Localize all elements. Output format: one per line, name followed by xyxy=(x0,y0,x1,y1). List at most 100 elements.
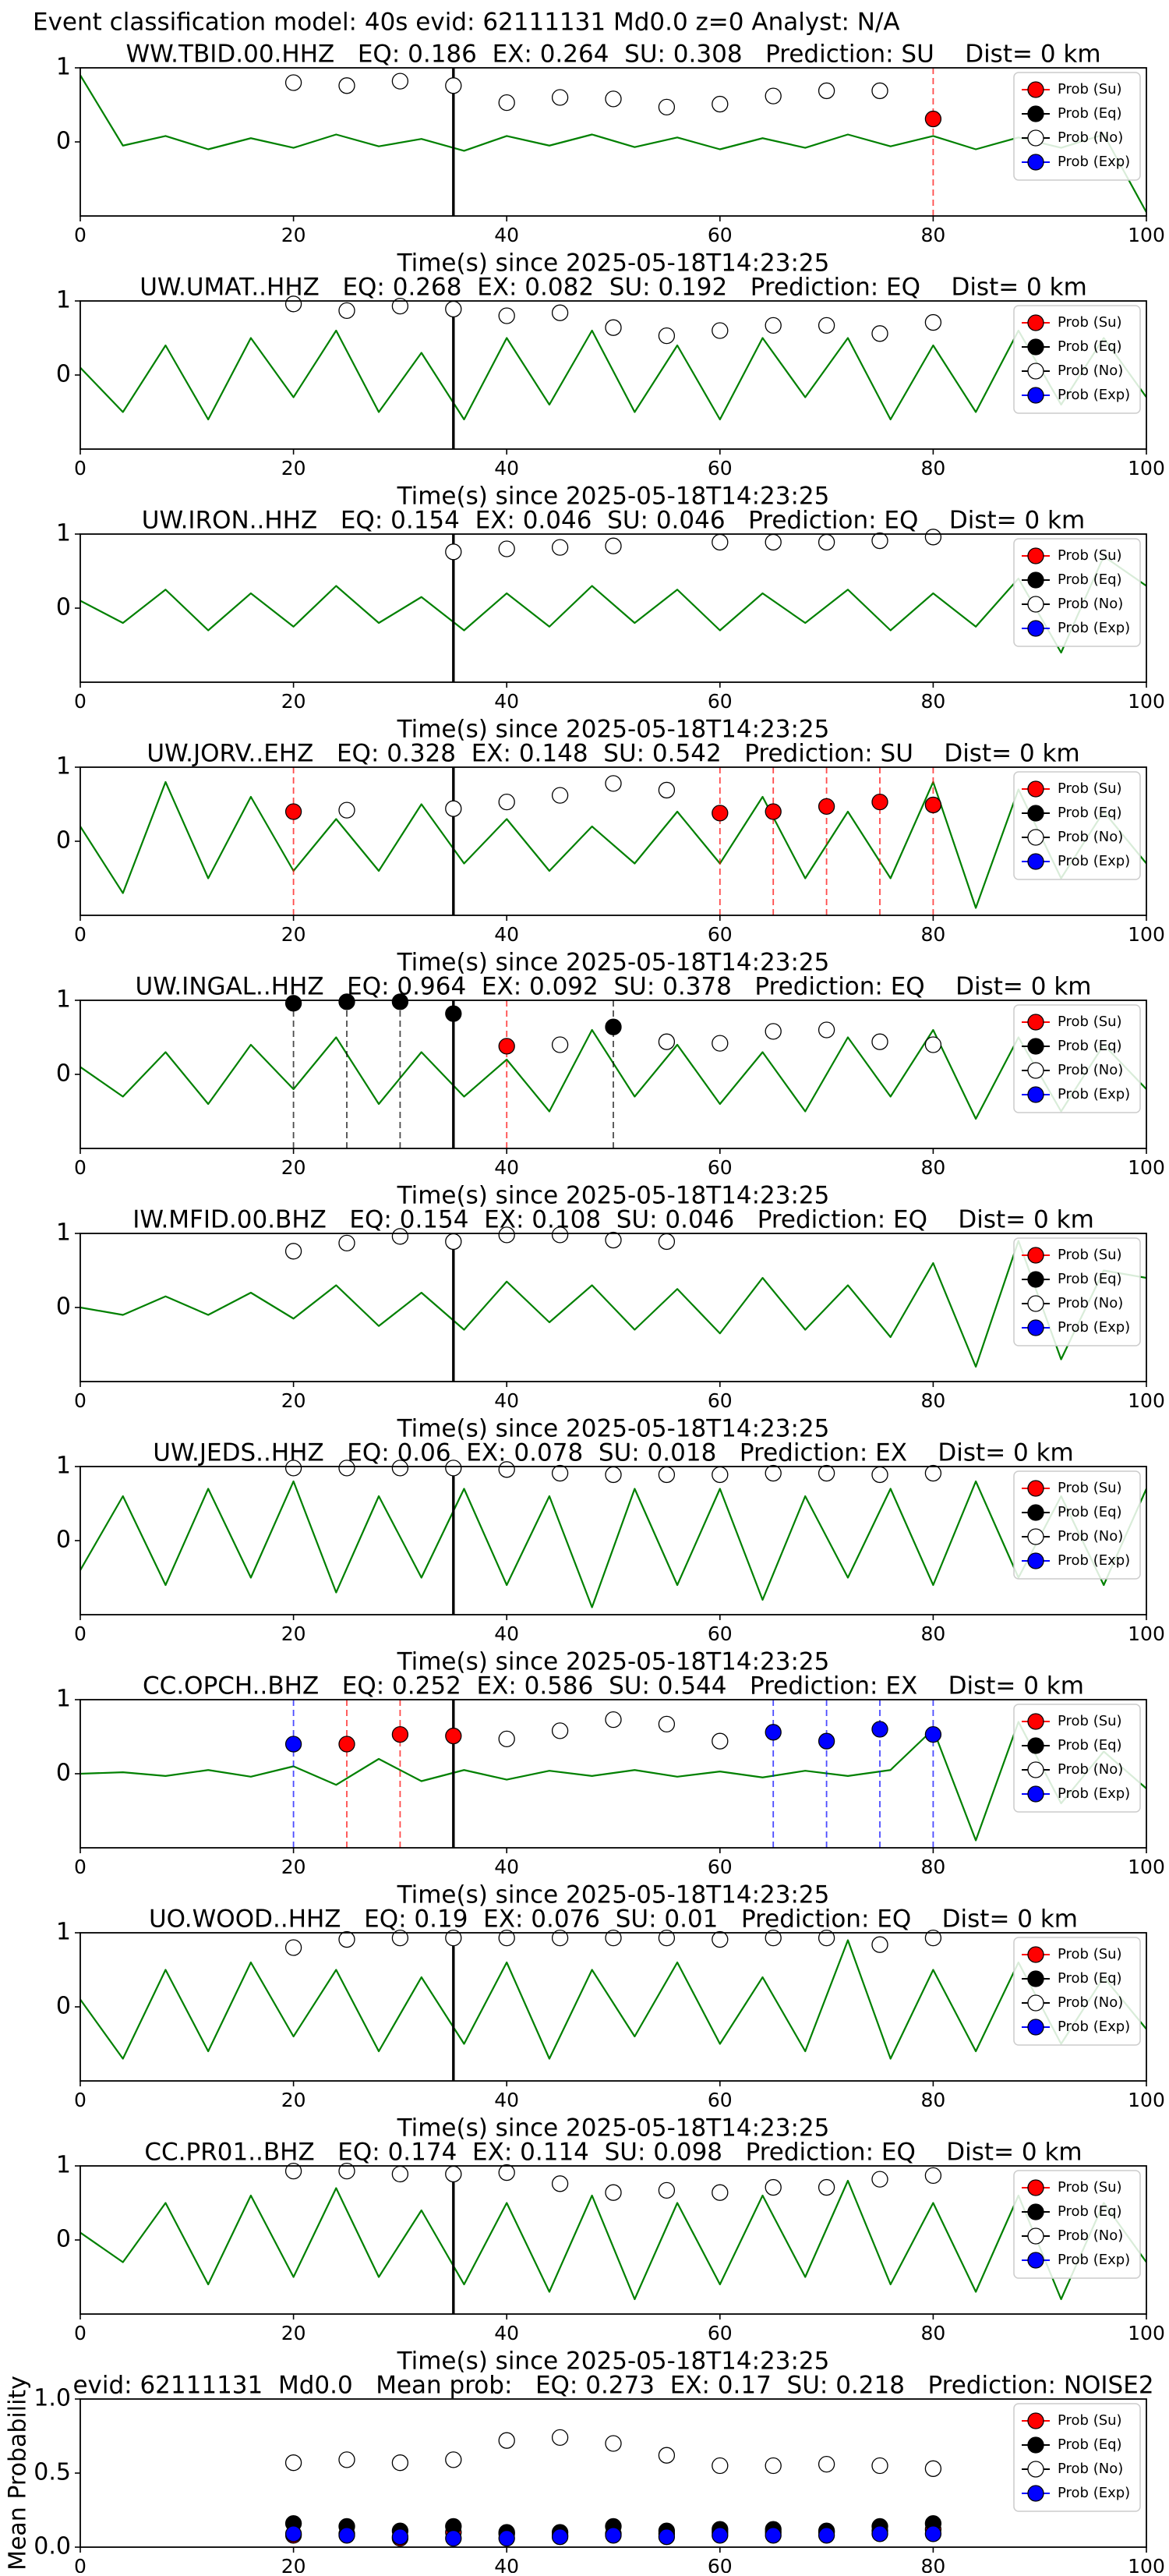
legend-box xyxy=(1013,305,1141,414)
x-tick-label: 0 xyxy=(74,1156,87,1179)
legend-box xyxy=(1013,771,1141,880)
prob-marker xyxy=(712,1466,729,1484)
prob-marker xyxy=(391,2165,409,2183)
x-axis-label: Time(s) since 2025-05-18T14:23:25 xyxy=(397,2114,830,2143)
waveform xyxy=(80,329,1146,421)
prob-marker xyxy=(765,317,782,334)
legend-label: Prob (Su) xyxy=(1058,314,1122,331)
prob-marker xyxy=(445,800,462,817)
prob-marker xyxy=(391,993,409,1010)
panel: IW.MFID.00.BHZ EQ: 0.154 EX: 0.108 SU: 0… xyxy=(56,1206,1165,1443)
panel-title: WW.TBID.00.HHZ EQ: 0.186 EX: 0.264 SU: 0… xyxy=(125,41,1100,69)
prob-marker xyxy=(871,1033,888,1050)
prob-marker xyxy=(605,1711,622,1729)
axes-frame xyxy=(79,533,1147,683)
prob-marker xyxy=(551,2429,569,2447)
legend-label: Prob (Eq) xyxy=(1058,338,1122,355)
legend-label: Prob (No) xyxy=(1058,2461,1123,2477)
legend-marker xyxy=(1027,1480,1044,1497)
legend-marker xyxy=(1027,805,1044,822)
legend-marker xyxy=(1027,105,1044,122)
x-tick-label: 40 xyxy=(494,923,519,946)
prob-marker xyxy=(498,1929,515,1947)
prob-marker xyxy=(498,2164,515,2181)
legend-marker xyxy=(1027,1761,1044,1778)
panel-title: UW.IRON..HHZ EQ: 0.154 EX: 0.046 SU: 0.0… xyxy=(142,507,1085,535)
prob-marker xyxy=(712,2184,729,2201)
panel: UW.UMAT..HHZ EQ: 0.268 EX: 0.082 SU: 0.1… xyxy=(56,274,1165,511)
prob-marker xyxy=(338,1736,355,1753)
legend-marker xyxy=(1027,1086,1044,1103)
legend-label: Prob (Su) xyxy=(1058,1946,1122,1962)
x-tick-label: 40 xyxy=(494,1622,519,1645)
prob-marker xyxy=(924,2525,942,2542)
prob-marker xyxy=(605,1231,622,1249)
waveform xyxy=(80,2179,1146,2301)
x-tick-label: 40 xyxy=(494,2089,519,2111)
prob-marker xyxy=(551,1722,569,1739)
prob-marker xyxy=(924,313,942,331)
legend-label: Prob (Exp) xyxy=(1058,154,1130,170)
panel-title: CC.PR01..BHZ EQ: 0.174 EX: 0.114 SU: 0.0… xyxy=(144,2139,1082,2167)
y-tick-label: 1 xyxy=(56,753,71,780)
prob-marker xyxy=(712,322,729,339)
legend-marker xyxy=(1027,1062,1044,1079)
y-tick-label: 0.0 xyxy=(34,2533,71,2560)
prob-marker xyxy=(765,87,782,104)
legend-marker xyxy=(1027,129,1044,147)
prob-marker xyxy=(498,1730,515,1748)
x-tick-label: 60 xyxy=(708,2089,733,2111)
prob-marker xyxy=(445,1727,462,1745)
prob-marker xyxy=(818,1464,835,1482)
x-tick-label: 60 xyxy=(708,2322,733,2344)
legend-marker xyxy=(1027,2461,1044,2478)
legend-box xyxy=(1013,1704,1141,1813)
y-tick-label: 0 xyxy=(56,361,71,388)
legend-label: Prob (Exp) xyxy=(1058,1086,1130,1102)
y-tick-label: 1 xyxy=(56,1919,71,1946)
prob-marker xyxy=(658,1466,676,1484)
prob-marker xyxy=(284,1243,302,1260)
legend-label: Prob (Eq) xyxy=(1058,571,1122,588)
prob-marker xyxy=(658,98,676,116)
x-tick-label: 60 xyxy=(708,224,733,246)
x-axis-label: Time(s) since 2025-05-18T14:23:25 xyxy=(397,1415,830,1443)
x-tick-label: 40 xyxy=(494,1856,519,1878)
panel-title: UW.UMAT..HHZ EQ: 0.268 EX: 0.082 SU: 0.1… xyxy=(140,274,1087,302)
legend-box xyxy=(1013,1937,1141,2046)
x-tick-label: 20 xyxy=(281,1156,306,1179)
legend-marker xyxy=(1027,1295,1044,1312)
x-tick-label: 80 xyxy=(920,690,945,713)
prob-marker xyxy=(765,1023,782,1040)
legend-marker xyxy=(1027,829,1044,846)
panel: UW.JEDS..HHZ EQ: 0.06 EX: 0.078 SU: 0.01… xyxy=(56,1439,1165,1676)
prob-marker xyxy=(551,787,569,804)
y-tick-label: 1 xyxy=(56,986,71,1014)
legend-marker xyxy=(1027,2179,1044,2196)
y-tick-label: 1 xyxy=(56,1686,71,1713)
plot-area xyxy=(80,1233,1146,1382)
prob-marker xyxy=(712,2527,729,2544)
prob-marker xyxy=(924,796,942,814)
prob-marker xyxy=(818,798,835,815)
y-tick-label: 0 xyxy=(56,2226,71,2253)
legend-label: Prob (Eq) xyxy=(1058,1737,1122,1753)
legend-label: Prob (Su) xyxy=(1058,1014,1122,1030)
axes-frame xyxy=(79,1932,1147,2082)
prob-marker xyxy=(498,307,515,324)
x-tick-label: 40 xyxy=(494,1389,519,1412)
y-tick-label: 0 xyxy=(56,1060,71,1088)
x-tick-label: 0 xyxy=(74,1856,87,1878)
prob-marker xyxy=(605,2435,622,2452)
prob-marker xyxy=(391,73,409,90)
legend-label: Prob (Exp) xyxy=(1058,2019,1130,2035)
x-tick-label: 100 xyxy=(1128,690,1165,713)
x-axis-label: Time(s) since 2025-05-18T14:23:25 xyxy=(397,1182,830,1210)
legend-marker xyxy=(1027,1994,1044,2012)
prob-marker xyxy=(338,1460,355,1477)
prob-marker xyxy=(765,2527,782,2544)
prob-marker xyxy=(338,2451,355,2468)
legend-marker xyxy=(1027,1271,1044,1288)
x-tick-label: 60 xyxy=(708,1622,733,1645)
